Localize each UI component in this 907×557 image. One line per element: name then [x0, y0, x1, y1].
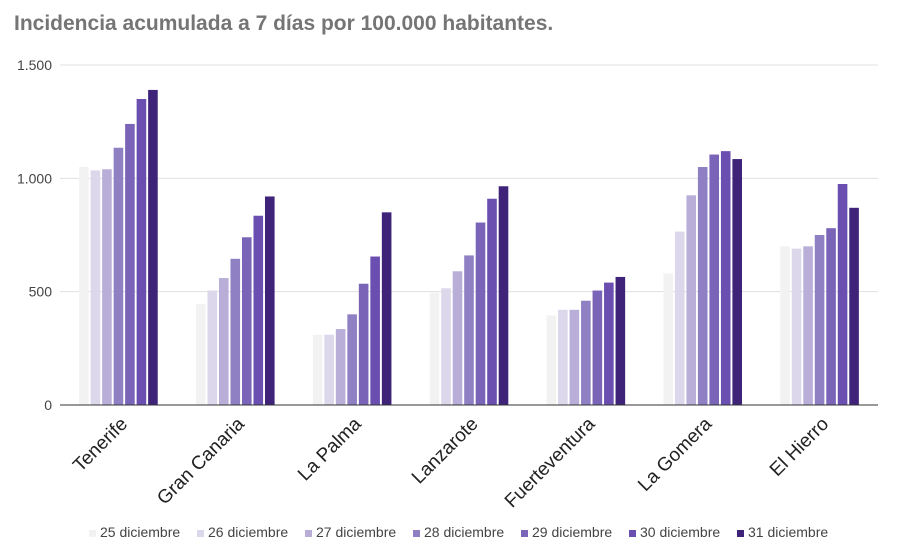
legend-label: 26 diciembre [208, 524, 288, 540]
y-tick-label: 1.500 [17, 57, 52, 73]
bar[interactable] [241, 237, 252, 405]
legend-swatch [413, 530, 420, 537]
legend-label: 30 diciembre [640, 524, 720, 540]
bar[interactable] [195, 304, 206, 405]
bar[interactable] [615, 276, 626, 405]
x-tick-label: Fuerteventura [501, 413, 600, 512]
y-tick-label: 500 [29, 284, 53, 300]
x-tick-label: La Palma [294, 413, 366, 485]
legend-label: 31 diciembre [748, 524, 828, 540]
legend: 25 diciembre 26 diciembre 27 diciembre 28 d… [89, 524, 828, 540]
bar[interactable] [814, 235, 825, 405]
bar[interactable] [113, 147, 124, 405]
bar[interactable] [837, 184, 848, 405]
bar[interactable] [125, 123, 135, 405]
x-tick-label: Lanzarote [408, 414, 483, 489]
bar[interactable] [581, 300, 591, 405]
bar[interactable] [720, 151, 731, 405]
bar[interactable] [498, 186, 509, 405]
bar[interactable] [253, 215, 264, 405]
legend-label: 28 diciembre [424, 524, 504, 540]
legend-swatch [305, 530, 312, 537]
legend-swatch [521, 530, 528, 537]
bar[interactable] [686, 195, 697, 405]
y-axis-ticks: 0 500 1.000 1.500 [17, 57, 52, 413]
bar[interactable] [803, 246, 813, 405]
x-tick-label: El Hierro [766, 414, 833, 481]
bar[interactable] [709, 154, 720, 405]
bar[interactable] [90, 170, 101, 405]
bar[interactable] [791, 248, 802, 405]
bar[interactable] [780, 246, 790, 405]
bar[interactable] [826, 228, 836, 405]
bar[interactable] [487, 198, 497, 405]
bar[interactable] [148, 89, 158, 405]
bar[interactable] [312, 334, 323, 405]
y-tick-label: 1.000 [17, 170, 52, 186]
bar[interactable] [697, 167, 708, 405]
bar[interactable] [358, 283, 369, 405]
x-axis-ticks: Tenerife Gran Canaria La Palma Lanzarote Fue… [69, 413, 833, 512]
bar[interactable] [102, 169, 112, 405]
legend-label: 27 diciembre [316, 524, 396, 540]
y-tick-label: 0 [44, 397, 52, 413]
bar[interactable] [207, 290, 218, 405]
bar[interactable] [136, 99, 147, 405]
bar[interactable] [264, 196, 275, 405]
bar[interactable] [324, 334, 334, 405]
bar[interactable] [347, 314, 357, 405]
bar[interactable] [335, 329, 346, 405]
bar[interactable] [546, 315, 557, 405]
bar[interactable] [370, 256, 380, 405]
bar[interactable] [732, 159, 743, 405]
legend-swatch [197, 530, 204, 537]
bar[interactable] [452, 271, 463, 405]
bar[interactable] [569, 309, 580, 405]
bar[interactable] [674, 231, 685, 405]
bar[interactable] [558, 309, 568, 405]
x-tick-label: Gran Canaria [153, 413, 249, 509]
bar[interactable] [218, 278, 229, 405]
bar[interactable] [464, 255, 474, 405]
bar[interactable] [604, 282, 614, 405]
legend-swatch [89, 530, 96, 537]
bar[interactable] [475, 222, 486, 405]
chart-title: Incidencia acumulada a 7 días por 100.00… [14, 12, 554, 35]
bar[interactable] [381, 212, 392, 405]
bar[interactable] [230, 258, 241, 405]
bar[interactable] [663, 273, 674, 405]
bar[interactable] [441, 288, 451, 405]
x-tick-label: La Gomera [634, 413, 716, 495]
bar[interactable] [592, 290, 603, 405]
x-tick-label: Tenerife [69, 414, 132, 477]
legend-label: 29 diciembre [532, 524, 612, 540]
legend-label: 25 diciembre [100, 524, 180, 540]
legend-swatch [737, 530, 744, 537]
bars [79, 89, 859, 405]
bar[interactable] [849, 207, 859, 405]
bar[interactable] [429, 292, 440, 405]
legend-swatch [629, 530, 636, 537]
bar[interactable] [79, 167, 89, 405]
